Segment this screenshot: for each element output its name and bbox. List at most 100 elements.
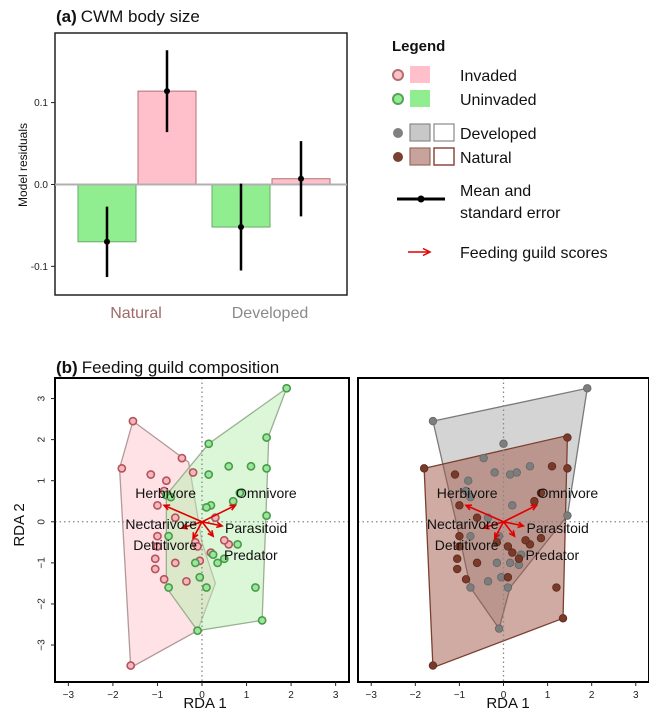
legend-uninvaded-label: Uninvaded bbox=[460, 92, 537, 109]
panel-a-frame bbox=[54, 32, 348, 296]
right-point-developed-0 bbox=[583, 384, 592, 393]
left-xtick-label--1: −1 bbox=[152, 690, 164, 701]
right-xtick-label--3: −3 bbox=[366, 690, 378, 701]
left-point-invaded-21 bbox=[219, 535, 229, 545]
right-point-natural-14 bbox=[461, 575, 471, 584]
left-point-invaded-2 bbox=[128, 416, 138, 426]
left-point-invaded-12 bbox=[150, 554, 160, 564]
right-point-natural-12 bbox=[453, 554, 462, 563]
right-point-natural-15 bbox=[472, 558, 482, 568]
left-point-uninvaded-23 bbox=[251, 583, 260, 592]
right-guild-label-detritivore: Detritivore bbox=[435, 537, 499, 553]
panel-a-plot: -0.1 0.0 0.1 Natural Developed bbox=[31, 32, 348, 322]
panel-a-ylabel: Model residuals bbox=[16, 123, 30, 207]
left-point-invaded-7 bbox=[188, 468, 198, 477]
left-arrow-detritivore bbox=[192, 521, 203, 539]
left-point-uninvaded-24 bbox=[193, 626, 202, 636]
legend-natural-outline bbox=[433, 147, 455, 166]
right-point-natural-16 bbox=[492, 538, 502, 547]
left-point-uninvaded-15 bbox=[208, 550, 218, 560]
panel-a-title-text: CWM body size bbox=[81, 7, 200, 26]
left-point-invaded-3 bbox=[146, 470, 156, 479]
left-ytick-label--3: −3 bbox=[37, 639, 48, 651]
left-arrowhead-omnivore bbox=[229, 504, 238, 511]
left-point-invaded-14 bbox=[159, 574, 169, 584]
left-point-invaded-4 bbox=[161, 476, 171, 486]
left-ytick-label-2: 2 bbox=[37, 436, 48, 442]
legend-invaded-point bbox=[392, 69, 404, 81]
right-arrowhead-detritivore bbox=[493, 532, 501, 540]
right-point-natural-6 bbox=[536, 488, 546, 498]
left-arrow-omnivore bbox=[201, 504, 236, 523]
left-arrowhead-predator bbox=[207, 530, 215, 538]
left-point-uninvaded-19 bbox=[190, 558, 200, 568]
left-arrowhead-nectarivore bbox=[180, 523, 189, 530]
right-point-developed-4 bbox=[490, 468, 499, 477]
left-arrow-predator bbox=[201, 521, 214, 537]
left-xtick-label-0: 0 bbox=[199, 690, 205, 701]
left-point-uninvaded-4 bbox=[224, 461, 234, 471]
mean-point-uninvaded-natural bbox=[104, 238, 110, 245]
left-guild-label-omnivore: Omnivore bbox=[236, 485, 297, 501]
legend-mean-dot bbox=[417, 195, 425, 203]
legend-natural-swatch bbox=[409, 147, 431, 166]
left-point-uninvaded-1 bbox=[262, 433, 271, 442]
right-point-natural-10 bbox=[455, 531, 464, 541]
left-point-uninvaded-20 bbox=[195, 572, 205, 582]
left-point-uninvaded-22 bbox=[164, 583, 173, 592]
right-point-natural-8 bbox=[455, 501, 464, 510]
mean-point-invaded-natural bbox=[164, 88, 170, 95]
right-point-natural-11 bbox=[455, 542, 464, 551]
left-point-uninvaded-2 bbox=[262, 463, 271, 473]
left-ytick-label-1: 1 bbox=[37, 477, 48, 483]
left-point-invaded-22 bbox=[193, 542, 202, 551]
right-point-natural-19 bbox=[521, 536, 530, 545]
right-arrow-detritivore bbox=[493, 521, 505, 539]
mean-point-invaded-developed bbox=[298, 175, 304, 182]
right-point-natural-21 bbox=[552, 583, 561, 592]
panel-b-left-plot: Herbivore Omnivore Nectarivore Parasitoid De… bbox=[37, 377, 350, 701]
left-arrow-parasitoid bbox=[201, 521, 223, 527]
right-guild-label-predator: Predator bbox=[526, 547, 580, 563]
left-xtick-label--3: −3 bbox=[63, 690, 75, 701]
left-point-invaded-15 bbox=[170, 558, 180, 568]
right-point-natural-5 bbox=[547, 462, 557, 471]
legend: Legend Invaded Uninvaded Developed Natur… bbox=[392, 38, 608, 262]
left-point-uninvaded-16 bbox=[219, 554, 229, 564]
right-point-developed-16 bbox=[505, 558, 515, 568]
right-point-natural-25 bbox=[536, 534, 546, 543]
right-point-developed-24 bbox=[466, 531, 475, 541]
legend-uninvaded-swatch bbox=[410, 90, 430, 107]
right-arrow-parasitoid bbox=[503, 521, 524, 527]
left-point-invaded-11 bbox=[153, 542, 162, 551]
left-point-invaded-0 bbox=[126, 661, 136, 670]
panel-b-right-plot: Herbivore Omnivore Nectarivore Parasitoid De… bbox=[357, 377, 649, 701]
right-arrowhead-parasitoid bbox=[517, 521, 526, 529]
right-point-developed-12 bbox=[563, 511, 572, 520]
right-point-developed-17 bbox=[483, 577, 493, 586]
right-arrow-predator bbox=[502, 521, 516, 537]
legend-uninvaded-point bbox=[392, 93, 404, 105]
category-label-natural: Natural bbox=[110, 305, 162, 322]
left-point-uninvaded-3 bbox=[246, 461, 256, 471]
right-guild-label-parasitoid: Parasitoid bbox=[527, 520, 589, 536]
right-xtick-label-2: 2 bbox=[589, 690, 595, 701]
left-arrowhead-detritivore bbox=[192, 532, 199, 540]
right-point-natural-3 bbox=[563, 433, 572, 442]
right-arrowhead-herbivore bbox=[464, 504, 473, 511]
right-point-developed-18 bbox=[466, 583, 475, 592]
legend-natural-label: Natural bbox=[460, 150, 512, 167]
right-arrow-nectarivore bbox=[483, 521, 504, 529]
left-point-uninvaded-17 bbox=[213, 558, 222, 568]
panel-b-label: (b) bbox=[56, 358, 78, 377]
right-xtick-label--2: −2 bbox=[410, 690, 422, 701]
panel-a-ytick-label-1: 0.0 bbox=[34, 180, 48, 191]
right-xtick-label-1: 1 bbox=[545, 690, 551, 701]
right-xtick-label--1: −1 bbox=[454, 690, 466, 701]
right-point-natural-20 bbox=[503, 542, 513, 551]
right-point-natural-22 bbox=[558, 614, 568, 623]
panel-b-title-text: Feeding guild composition bbox=[82, 358, 280, 377]
left-point-uninvaded-7 bbox=[235, 488, 245, 498]
right-arrowhead-predator bbox=[508, 530, 516, 538]
